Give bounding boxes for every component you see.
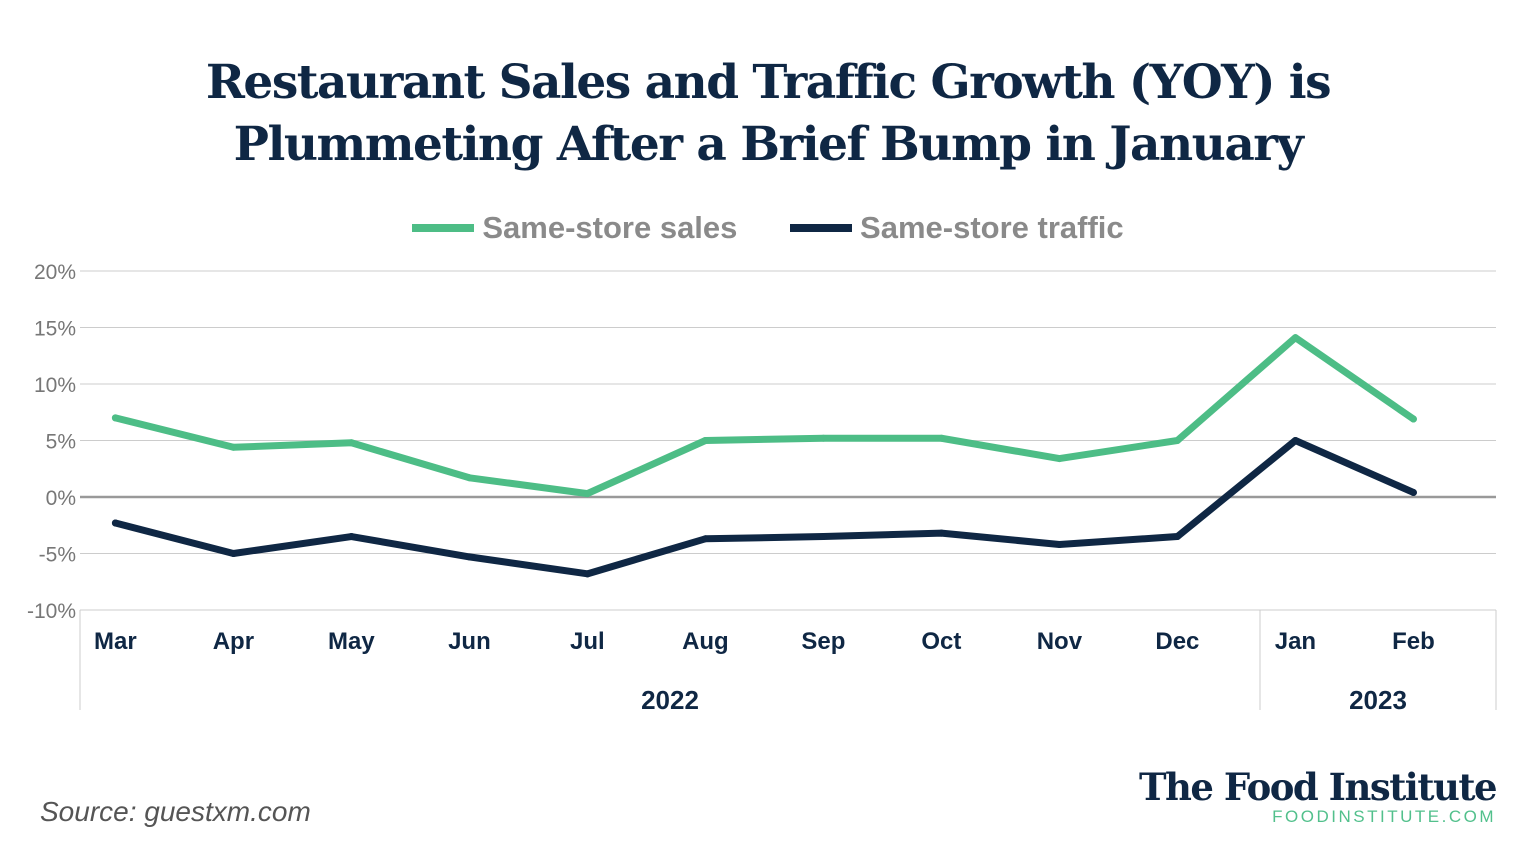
logo-name: The Food Institute — [1138, 765, 1498, 809]
legend-swatch-sales — [412, 224, 475, 232]
year-label: 2023 — [1349, 685, 1407, 715]
data-point — [1173, 533, 1181, 541]
data-point — [465, 474, 473, 482]
y-tick-label: 20% — [34, 261, 76, 284]
y-tick-label: -5% — [39, 544, 76, 567]
x-tick-label: Aug — [682, 628, 729, 655]
data-point — [1055, 455, 1063, 463]
legend-item-traffic: Same-store traffic — [790, 210, 1124, 246]
series-line-traffic — [111, 437, 1417, 578]
x-tick-label: Dec — [1155, 628, 1199, 655]
x-tick-label: Oct — [921, 628, 961, 655]
data-point — [1291, 437, 1299, 444]
data-point — [701, 535, 709, 543]
data-point — [1055, 540, 1063, 548]
legend-item-sales: Same-store sales — [412, 210, 737, 246]
data-point — [937, 434, 945, 442]
series-line-sales — [111, 334, 1417, 498]
data-point — [1409, 488, 1417, 496]
y-tick-label: -10% — [27, 600, 76, 623]
data-point — [465, 553, 473, 561]
x-tick-label: Nov — [1037, 628, 1083, 655]
chart-title: Restaurant Sales and Traffic Growth (YOY… — [0, 52, 1536, 176]
data-point — [701, 437, 709, 444]
legend-label-traffic: Same-store traffic — [860, 210, 1124, 245]
y-tick-label: 15% — [34, 318, 76, 341]
x-tick-label: Mar — [94, 628, 137, 655]
legend: Same-store sales Same-store traffic — [0, 204, 1536, 246]
x-tick-label: May — [328, 628, 375, 655]
x-tick-label: Apr — [213, 628, 254, 655]
title-line-2: Plummeting After a Brief Bump in January — [233, 117, 1304, 172]
food-institute-logo: The Food Institute FOODINSTITUTE.COM — [1138, 765, 1498, 826]
title-line-1: Restaurant Sales and Traffic Growth (YOY… — [205, 55, 1332, 110]
y-tick-label: 0% — [46, 487, 76, 510]
data-point — [937, 529, 945, 537]
data-point — [1291, 334, 1299, 342]
data-point — [111, 414, 119, 422]
logo-url: FOODINSTITUTE.COM — [1272, 807, 1496, 826]
year-label: 2022 — [641, 685, 699, 715]
source-note: Source: guestxm.com — [40, 796, 311, 827]
data-point — [229, 443, 237, 451]
legend-swatch-traffic — [790, 224, 853, 232]
x-tick-label: Feb — [1392, 628, 1435, 655]
data-point — [111, 519, 119, 527]
data-point — [347, 533, 355, 541]
x-tick-label: Sep — [801, 628, 845, 655]
data-point — [1409, 415, 1417, 423]
data-point — [583, 490, 591, 498]
data-point — [1173, 437, 1181, 444]
y-tick-label: 5% — [46, 431, 76, 454]
legend-label-sales: Same-store sales — [482, 210, 738, 245]
data-point — [229, 550, 237, 557]
data-point — [583, 570, 591, 578]
data-point — [819, 434, 827, 442]
data-point — [819, 533, 827, 541]
y-tick-label: 10% — [34, 374, 76, 397]
data-point — [347, 439, 355, 447]
x-tick-label: Jan — [1275, 628, 1316, 655]
x-tick-label: Jul — [570, 628, 605, 655]
x-tick-label: Jun — [448, 628, 491, 655]
